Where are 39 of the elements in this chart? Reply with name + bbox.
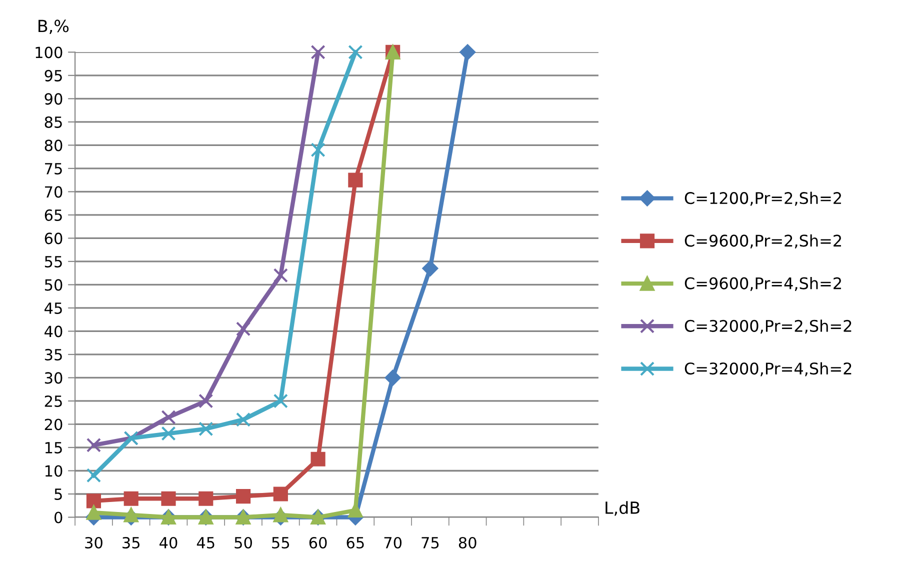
x-tick-label: 35 bbox=[122, 536, 140, 549]
x-tick-label: 50 bbox=[234, 536, 252, 549]
legend-label: C=32000,Pr=2,Sh=2 bbox=[684, 320, 852, 334]
y-tick-label: 60 bbox=[44, 232, 62, 244]
y-tick-label: 95 bbox=[44, 70, 62, 82]
y-tick-label: 45 bbox=[44, 302, 62, 314]
y-axis-title: B,% bbox=[38, 20, 69, 34]
x-tick-label: 30 bbox=[85, 536, 102, 549]
y-tick-label: 80 bbox=[44, 140, 62, 152]
y-tick-label: 15 bbox=[45, 442, 62, 454]
x-tick-label: 60 bbox=[309, 536, 327, 549]
y-tick-label: 55 bbox=[44, 256, 62, 268]
y-tick-label: 40 bbox=[44, 326, 62, 338]
y-tick-label: 0 bbox=[54, 512, 62, 524]
y-tick-label: 10 bbox=[45, 465, 62, 477]
y-tick-label: 30 bbox=[44, 372, 62, 384]
legend-label: C=9600,Pr=4,Sh=2 bbox=[684, 276, 841, 291]
x-tick-label: 80 bbox=[458, 536, 476, 549]
x-tick-label: 40 bbox=[160, 536, 178, 549]
y-tick-label: 5 bbox=[54, 488, 62, 500]
x-tick-label: 55 bbox=[272, 537, 290, 549]
x-tick-label: 70 bbox=[384, 536, 402, 549]
legend-label: C=32000,Pr=4,Sh=2 bbox=[684, 362, 852, 376]
y-tick-label: 100 bbox=[36, 46, 62, 58]
y-tick-label: 90 bbox=[44, 93, 62, 105]
legend-label: C=9600,Pr=2,Sh=2 bbox=[684, 234, 841, 248]
y-tick-label: 70 bbox=[45, 186, 62, 198]
y-tick-label: 65 bbox=[44, 209, 62, 221]
x-axis-title: L,dB bbox=[606, 501, 640, 516]
y-tick-label: 75 bbox=[45, 163, 62, 174]
x-tick-label: 65 bbox=[346, 536, 364, 549]
y-tick-label: 85 bbox=[44, 116, 62, 128]
y-tick-label: 20 bbox=[44, 418, 62, 430]
y-tick-label: 50 bbox=[44, 279, 62, 291]
x-tick-label: 45 bbox=[196, 537, 214, 549]
y-tick-label: 35 bbox=[44, 348, 62, 360]
legend-label: C=1200,Pr=2,Sh=2 bbox=[684, 192, 841, 206]
y-tick-label: 25 bbox=[44, 395, 62, 407]
x-tick-label: 75 bbox=[422, 537, 439, 549]
